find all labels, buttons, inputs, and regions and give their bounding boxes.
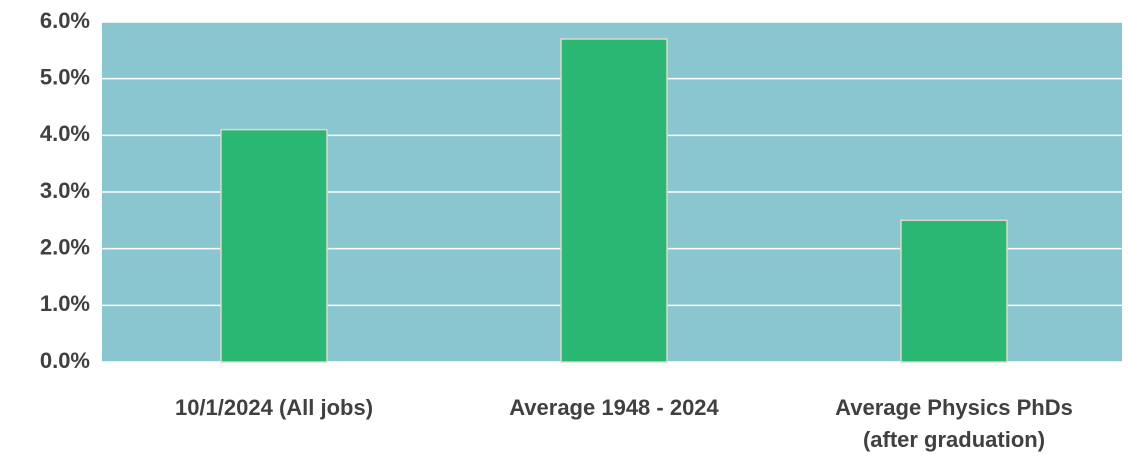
x-tick-label-line: (after graduation): [863, 427, 1045, 452]
x-tick-label: Average Physics PhDs (after graduation): [835, 395, 1073, 452]
x-tick-label-line: Average Physics PhDs: [835, 395, 1073, 420]
y-tick-label: 2.0%: [40, 234, 90, 259]
y-tick-label: 1.0%: [40, 291, 90, 316]
x-tick-label: Average 1948 - 2024: [509, 395, 719, 420]
x-tick-label: 10/1/2024 (All jobs): [175, 395, 373, 420]
y-tick-label: 0.0%: [40, 348, 90, 373]
bar: [560, 38, 668, 363]
y-tick-label: 4.0%: [40, 121, 90, 146]
y-tick-label: 5.0%: [40, 64, 90, 89]
bar: [220, 128, 328, 363]
bar: [900, 219, 1008, 363]
y-tick-label: 3.0%: [40, 178, 90, 203]
x-tick-label-line: 10/1/2024 (All jobs): [175, 395, 373, 420]
y-tick-label: 6.0%: [40, 8, 90, 33]
x-tick-label-line: Average 1948 - 2024: [509, 395, 719, 420]
